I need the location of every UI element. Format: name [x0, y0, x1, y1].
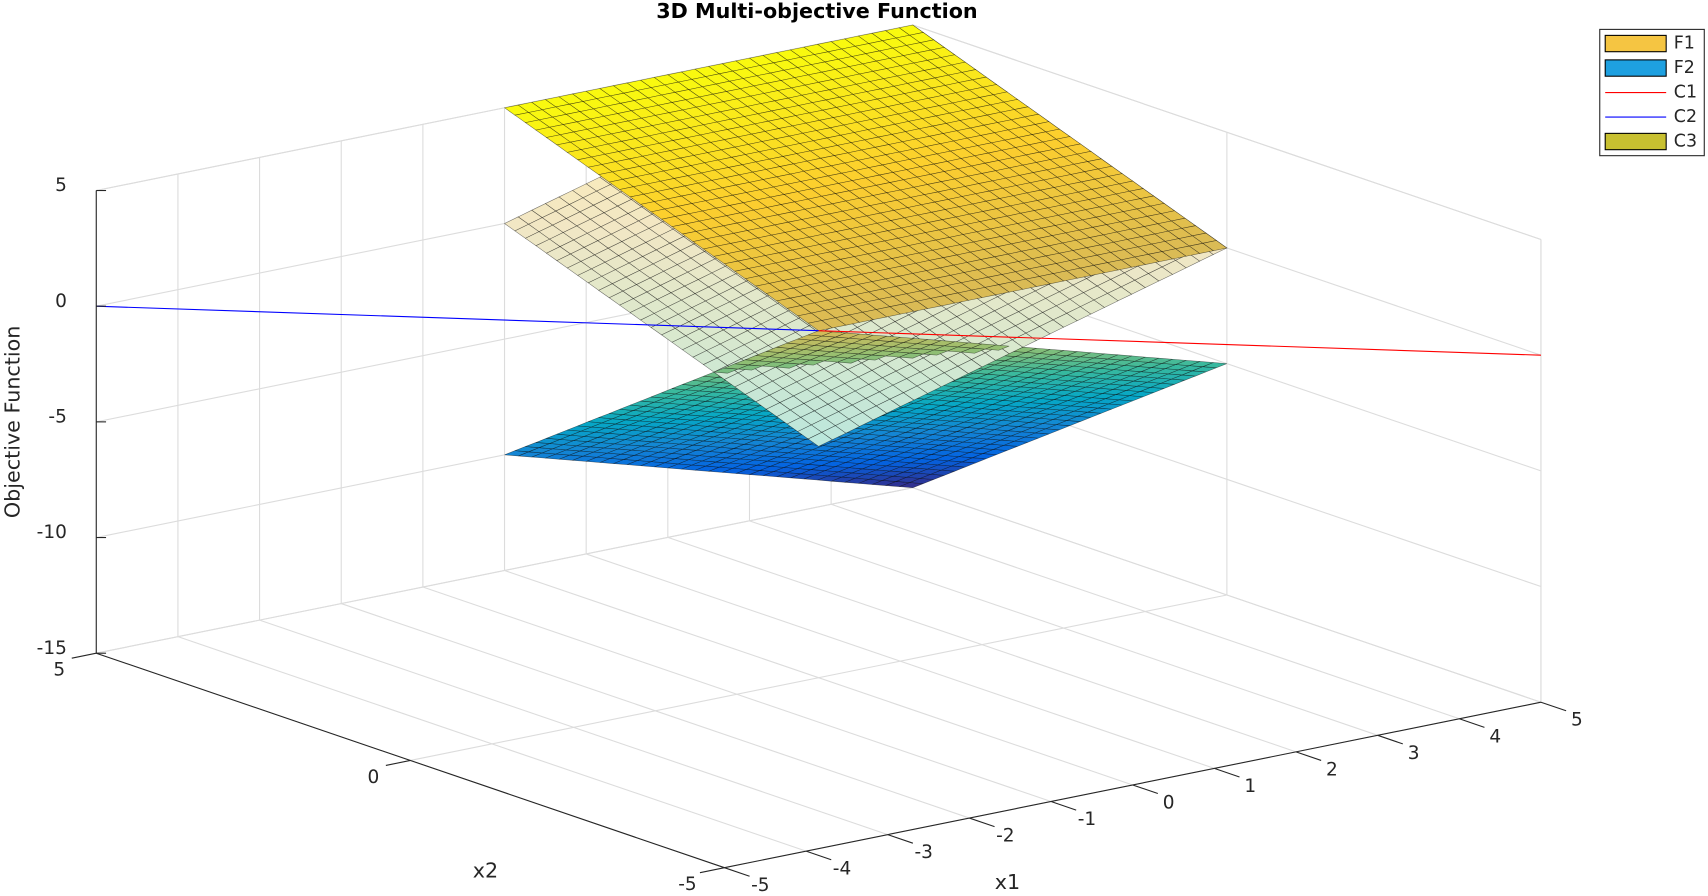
y-tick: [699, 867, 725, 874]
z-tick-label: -10: [37, 522, 67, 543]
x-tick-label: 0: [1163, 792, 1175, 813]
line-series: [96, 305, 819, 332]
z-tick-label: 0: [55, 291, 67, 312]
legend-label: C3: [1674, 132, 1697, 152]
legend: F1 F2 C1 C2 C3: [1599, 28, 1705, 157]
y-axis-label: x2: [473, 859, 498, 883]
x-tick: [887, 834, 914, 844]
x-tick-label: 3: [1408, 743, 1420, 764]
surface-facet: [807, 320, 833, 332]
grid-line: [96, 487, 913, 654]
x-tick: [1459, 718, 1485, 728]
legend-swatch: [1604, 34, 1667, 53]
x-tick: [1214, 767, 1240, 778]
x-tick: [969, 817, 995, 828]
x-tick: [805, 850, 832, 861]
surfaces: [503, 24, 1228, 489]
x-tick-label: 1: [1244, 776, 1256, 797]
box-edge: [912, 24, 1542, 241]
legend-label: C2: [1674, 107, 1697, 127]
surface-facet: [807, 432, 833, 447]
axes: -5-4-3-2-1012345-505-15-10-505x1x2Object…: [1, 175, 1583, 896]
x-tick: [1295, 751, 1322, 761]
x-tick: [1540, 701, 1567, 712]
grid-line: [410, 594, 1227, 761]
line-series: [818, 330, 1541, 356]
lines: [96, 305, 1541, 356]
grid-line: [912, 487, 1542, 703]
z-tick-label: 5: [55, 175, 67, 196]
x-tick-label: -3: [914, 842, 932, 863]
x-tick: [1132, 784, 1159, 795]
x-tick-label: 2: [1326, 759, 1338, 780]
chart-title: 3D Multi-objective Function: [656, 0, 977, 23]
x-tick-label: -2: [996, 826, 1014, 847]
x-axis-label: x1: [995, 870, 1020, 894]
y-tick-label: 0: [367, 767, 379, 788]
z-tick-label: -5: [48, 407, 66, 428]
legend-swatch: [1604, 59, 1667, 77]
legend-swatch: [1604, 132, 1667, 151]
legend-label: C1: [1674, 83, 1697, 103]
z-axis-label: Objective Function: [1, 326, 25, 519]
x-tick-label: -1: [1078, 809, 1096, 830]
y-tick: [385, 759, 411, 766]
x-tick: [1050, 800, 1077, 811]
x-tick-label: 4: [1489, 726, 1501, 747]
x-tick-label: -5: [751, 875, 769, 896]
y-tick-label: -5: [678, 874, 696, 895]
legend-label: F1: [1674, 34, 1695, 54]
x-tick-label: 5: [1571, 710, 1583, 731]
x-tick: [1377, 734, 1403, 745]
y-tick-label: 5: [53, 660, 65, 681]
y-tick: [71, 652, 97, 659]
z-tick-label: -15: [37, 638, 67, 659]
legend-label: F2: [1674, 58, 1695, 78]
x-tick-label: -4: [833, 859, 851, 880]
x-tick: [724, 867, 750, 877]
